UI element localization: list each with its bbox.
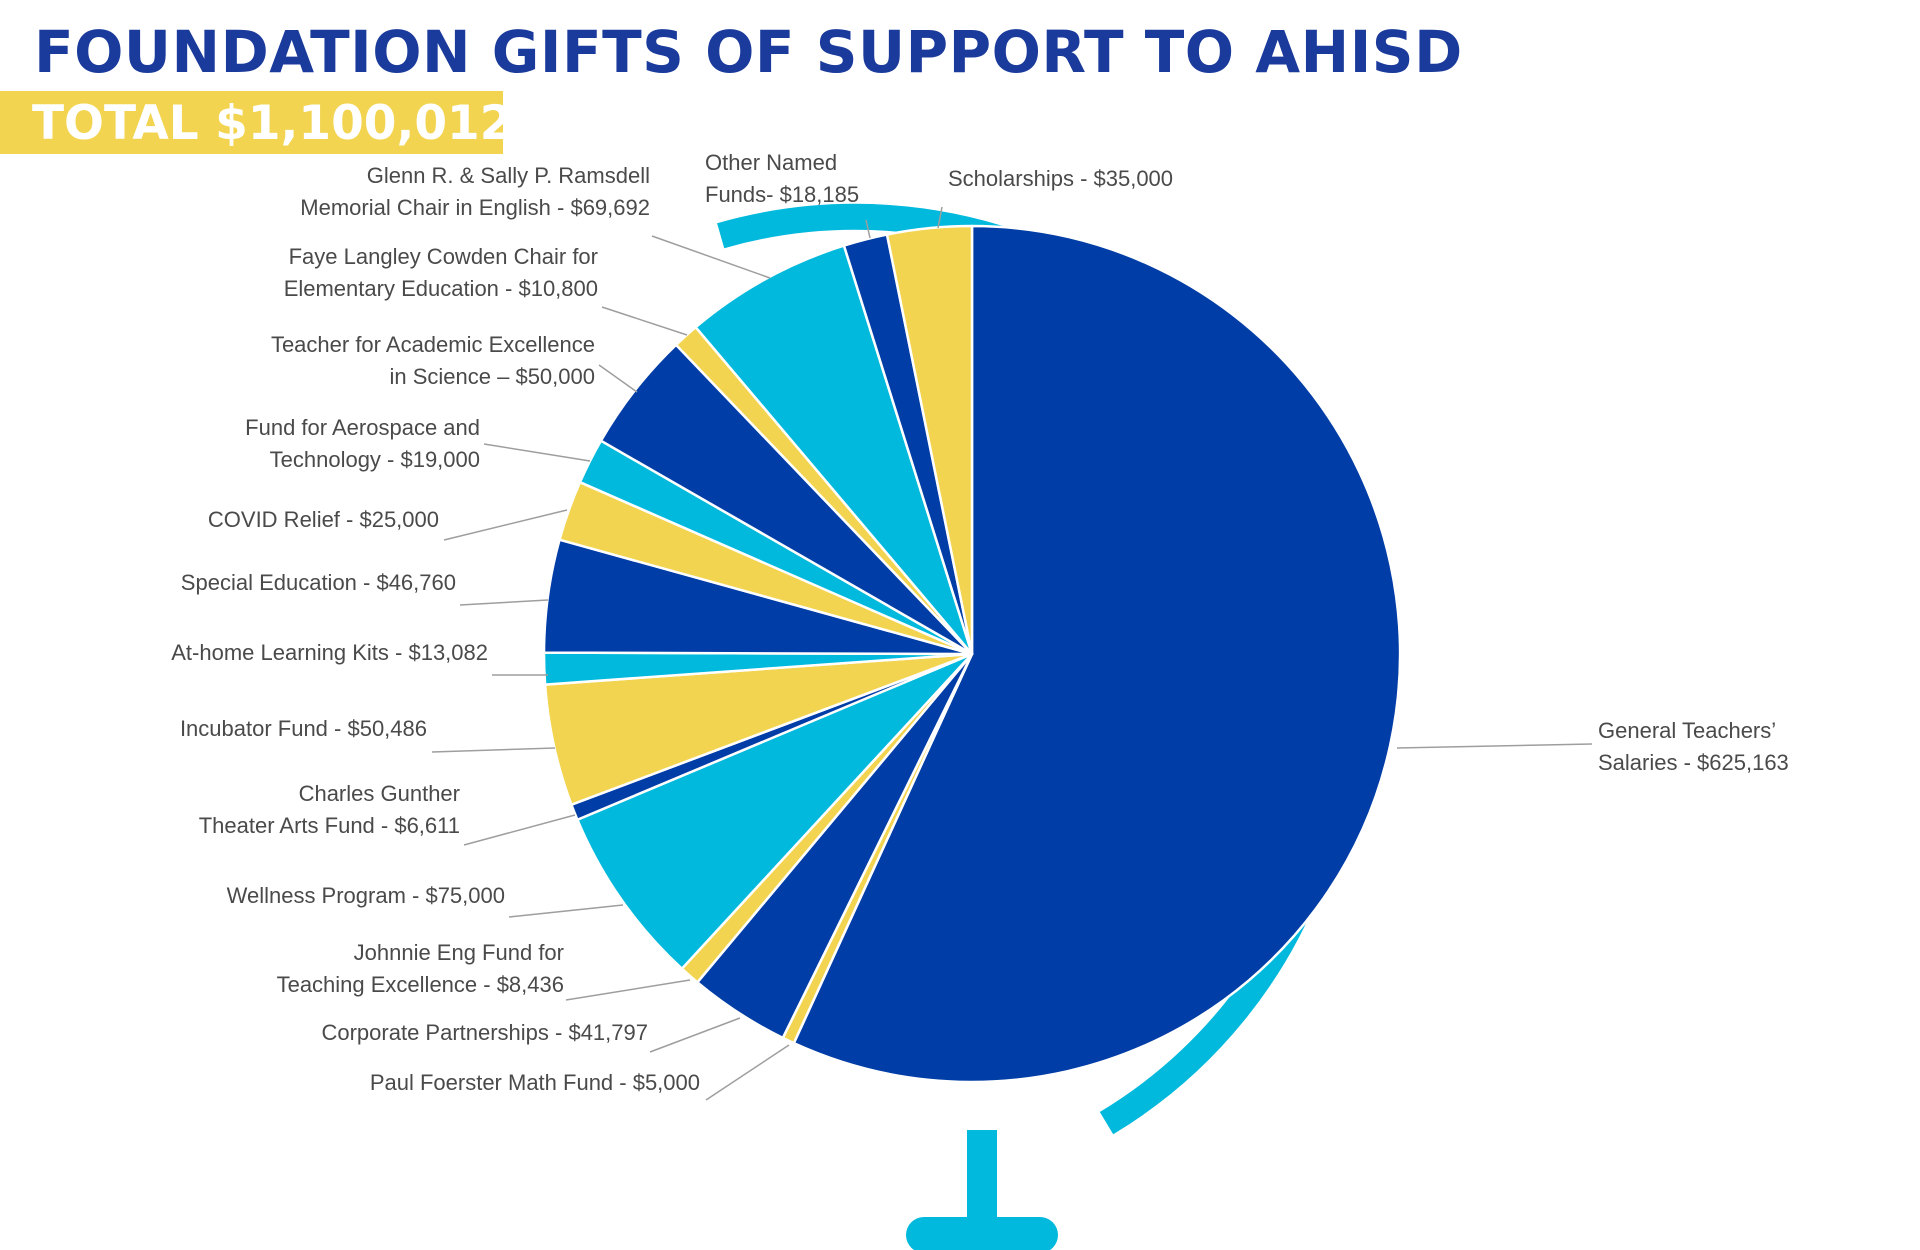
slice-label: Glenn R. & Sally P. Ramsdell Memorial Cha… <box>300 163 650 220</box>
slice-label: Wellness Program - $75,000 <box>227 883 505 908</box>
pie-slice <box>694 244 974 656</box>
slice-label: Teacher for Academic Excellence in Scienc… <box>271 332 595 389</box>
leader-line <box>937 206 943 229</box>
slice-label: Fund for Aerospace and Technology - $19,0… <box>245 415 480 472</box>
total-label: TOTAL $1,100,012 <box>32 96 513 151</box>
slice-label-line: Scholarships - $35,000 <box>948 166 1173 191</box>
leader-line <box>483 443 591 462</box>
slice-label-line: Technology - $19,000 <box>270 447 480 472</box>
slice-label: At-home Learning Kits - $13,082 <box>171 640 488 665</box>
slice-label-line: Funds- $18,185 <box>705 182 859 207</box>
leader-line <box>1396 743 1593 749</box>
label-leader-lines <box>431 206 1593 1101</box>
slice-label-line: Elementary Education - $10,800 <box>284 276 598 301</box>
slice-labels: General Teachers’ Salaries - $625,163 Paul… <box>171 150 1789 1095</box>
total-highlight-bar <box>0 91 503 154</box>
slice-label: General Teachers’ Salaries - $625,163 <box>1598 718 1789 775</box>
slice-label-line: Johnnie Eng Fund for <box>354 940 564 965</box>
slice-label-line: Glenn R. & Sally P. Ramsdell <box>367 163 650 188</box>
slice-label: Faye Langley Cowden Chair for Elementary … <box>284 244 598 301</box>
pie-slice <box>792 224 1402 1084</box>
slice-label-line: Charles Gunther <box>299 781 460 806</box>
slice-label: Paul Foerster Math Fund - $5,000 <box>370 1070 700 1095</box>
pie-slice <box>576 652 974 970</box>
leader-line <box>508 904 624 918</box>
pie-slice <box>885 224 974 656</box>
leader-line <box>463 814 576 846</box>
slice-label: COVID Relief - $25,000 <box>208 507 439 532</box>
slice-label-line: Special Education - $46,760 <box>181 570 456 595</box>
slice-label-line: Theater Arts Fund - $6,611 <box>199 813 460 838</box>
slice-label-line: Other Named <box>705 150 837 175</box>
slice-label-line: in Science – $50,000 <box>390 364 596 389</box>
leader-line <box>598 364 638 393</box>
slice-label-line: Faye Langley Cowden Chair for <box>289 244 598 269</box>
leader-line <box>865 219 871 239</box>
slice-label-line: COVID Relief - $25,000 <box>208 507 439 532</box>
slice-label: Incubator Fund - $50,486 <box>180 716 427 741</box>
leader-line <box>431 747 556 753</box>
slice-label-line: At-home Learning Kits - $13,082 <box>171 640 488 665</box>
pie-slices <box>542 224 1402 1084</box>
slice-label-line: Incubator Fund - $50,486 <box>180 716 427 741</box>
slice-label-line: Salaries - $625,163 <box>1598 750 1789 775</box>
slice-label-line: Teaching Excellence - $8,436 <box>277 972 564 997</box>
leader-line <box>651 235 771 279</box>
leader-line <box>705 1044 790 1101</box>
slice-label-line: General Teachers’ <box>1598 718 1776 743</box>
slice-label: Special Education - $46,760 <box>181 570 456 595</box>
slice-label: Charles Gunther Theater Arts Fund - $6,61… <box>199 781 460 838</box>
leader-line <box>443 509 568 541</box>
slice-label-line: Teacher for Academic Excellence <box>271 332 595 357</box>
slice-label-line: Memorial Chair in English - $69,692 <box>300 195 650 220</box>
slice-label-line: Wellness Program - $75,000 <box>227 883 505 908</box>
leader-line <box>459 599 549 606</box>
slice-label: Johnnie Eng Fund for Teaching Excellence … <box>277 940 564 997</box>
chart-title: FOUNDATION GIFTS OF SUPPORT TO AHISD <box>34 18 1463 86</box>
slice-label: Scholarships - $35,000 <box>948 166 1173 191</box>
slice-label-line: Paul Foerster Math Fund - $5,000 <box>370 1070 700 1095</box>
slice-label-line: Fund for Aerospace and <box>245 415 480 440</box>
leader-line <box>601 306 688 336</box>
leader-line <box>649 1017 741 1053</box>
leader-line <box>565 979 691 1001</box>
slice-label-line: Corporate Partnerships - $41,797 <box>321 1020 648 1045</box>
slice-label: Corporate Partnerships - $41,797 <box>321 1020 648 1045</box>
slice-label: Other Named Funds- $18,185 <box>705 150 859 207</box>
